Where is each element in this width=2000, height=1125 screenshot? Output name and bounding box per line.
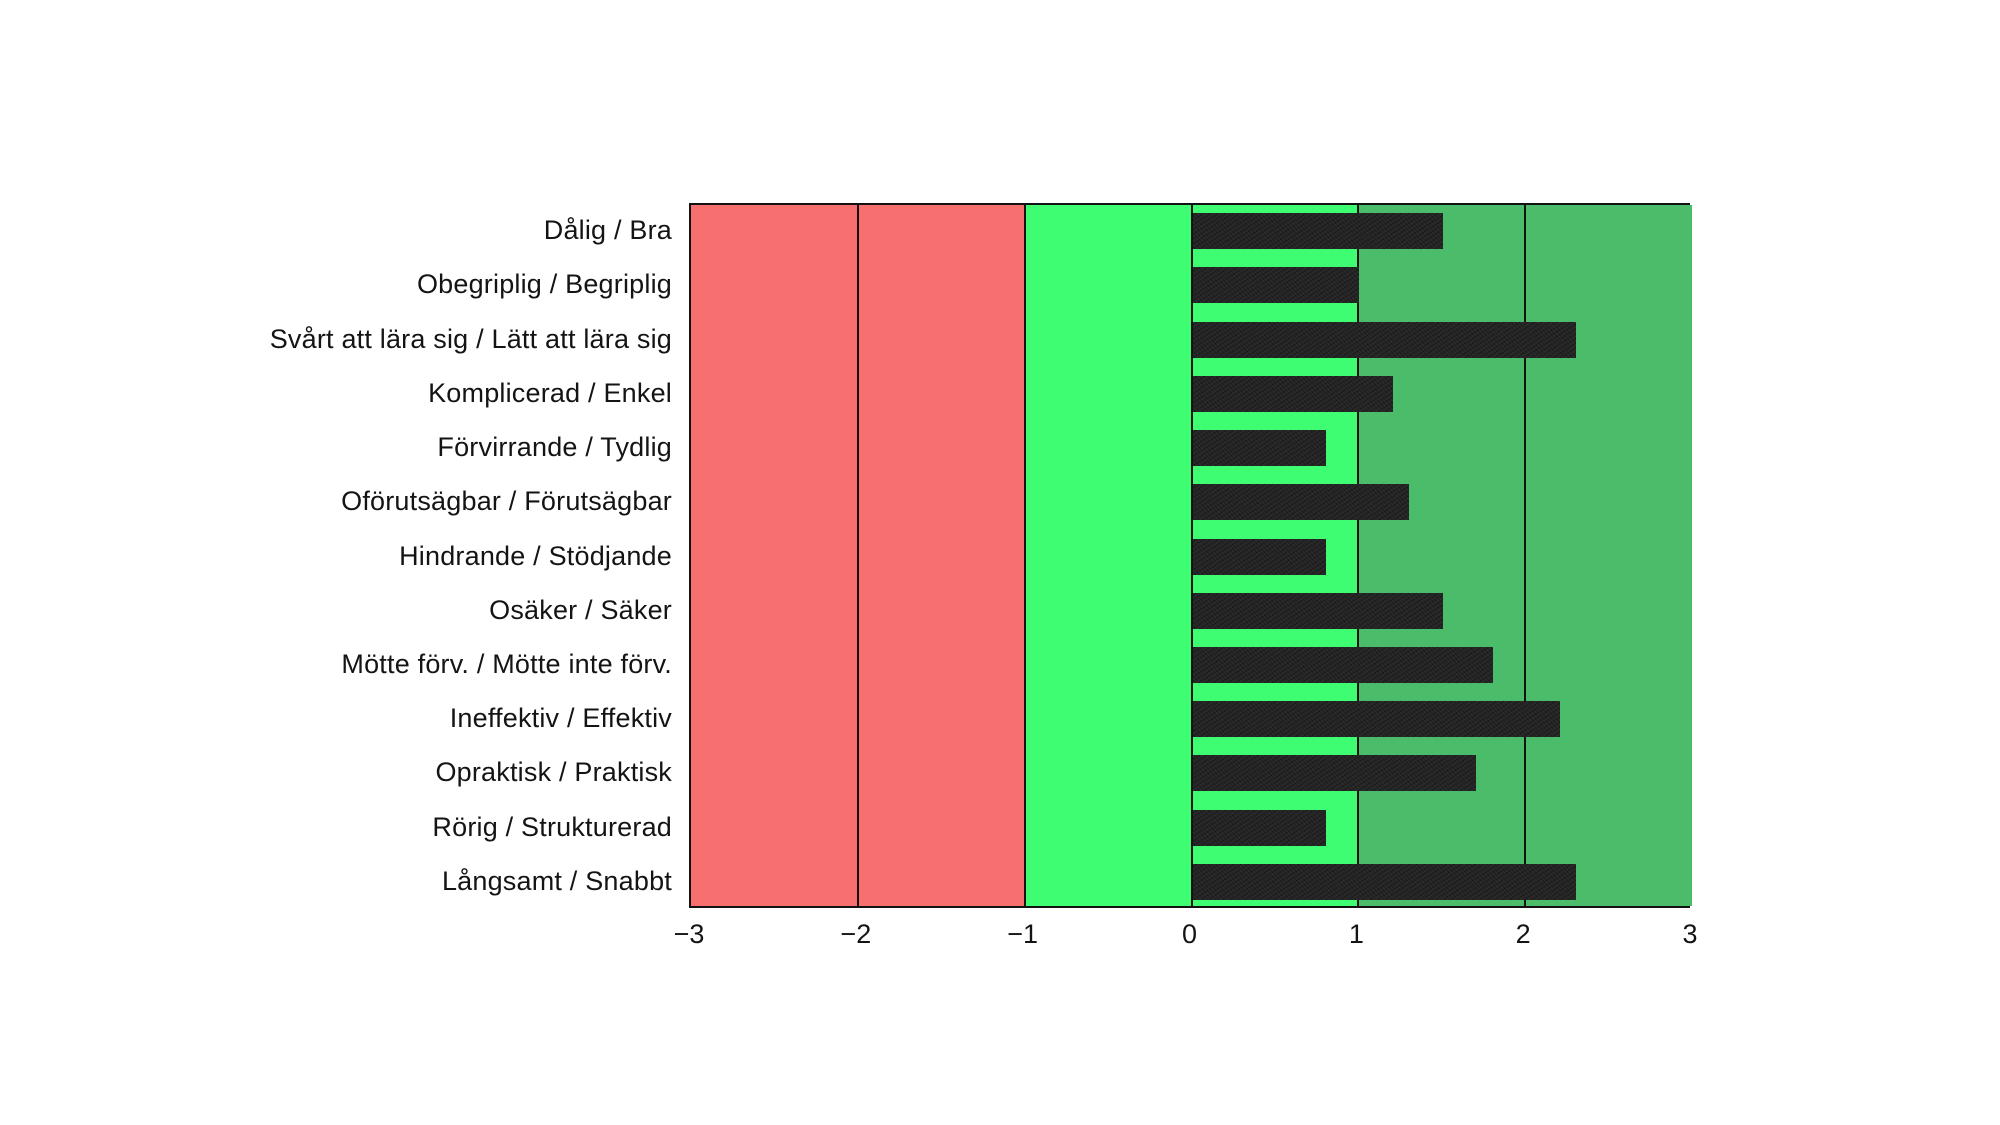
x-tick-label: −2 bbox=[840, 919, 872, 949]
category-label: Hindrande / Stödjande bbox=[399, 540, 672, 571]
plot-area bbox=[689, 203, 1692, 908]
category-label: Obegriplig / Begriplig bbox=[416, 269, 672, 300]
category-label: Opraktisk / Praktisk bbox=[435, 757, 672, 788]
bar bbox=[1192, 267, 1360, 304]
x-tick-label: 2 bbox=[1515, 919, 1531, 949]
category-label: Långsamt / Snabbt bbox=[441, 865, 672, 896]
category-label: Dålig / Bra bbox=[543, 215, 672, 246]
bar bbox=[1192, 646, 1493, 683]
x-tick-label: 0 bbox=[1181, 919, 1198, 949]
bar bbox=[1192, 375, 1393, 412]
gridline-x--1 bbox=[1023, 205, 1026, 906]
category-label: Oförutsägbar / Förutsägbar bbox=[341, 486, 672, 517]
category-label: Osäker / Säker bbox=[489, 594, 672, 625]
bar bbox=[1192, 755, 1477, 792]
bar bbox=[1192, 321, 1577, 358]
category-label: Rörig / Strukturerad bbox=[432, 811, 672, 842]
bar bbox=[1192, 592, 1443, 629]
gridline-x-0 bbox=[1190, 205, 1193, 906]
x-tick-label: 1 bbox=[1348, 919, 1364, 949]
category-label: Svårt att lära sig / Lätt att lära sig bbox=[269, 323, 672, 354]
gridline-x-1 bbox=[1357, 205, 1360, 906]
category-label: Ineffektiv / Effektiv bbox=[449, 703, 672, 734]
bar bbox=[1192, 701, 1560, 738]
bar bbox=[1192, 809, 1326, 846]
x-tick-label: 3 bbox=[1682, 919, 1698, 949]
category-label: Komplicerad / Enkel bbox=[428, 377, 672, 408]
bar bbox=[1192, 484, 1410, 521]
bar bbox=[1192, 213, 1443, 250]
gridline-x--2 bbox=[856, 205, 859, 906]
category-label: Mötte förv. / Mötte inte förv. bbox=[341, 648, 672, 679]
category-label: Förvirrande / Tydlig bbox=[437, 432, 672, 463]
bar bbox=[1192, 430, 1326, 467]
bar bbox=[1192, 863, 1577, 900]
x-tick-label: −1 bbox=[1007, 919, 1039, 949]
x-tick-label: −3 bbox=[673, 919, 705, 949]
gridline-x-2 bbox=[1524, 205, 1527, 906]
bar bbox=[1192, 538, 1326, 575]
